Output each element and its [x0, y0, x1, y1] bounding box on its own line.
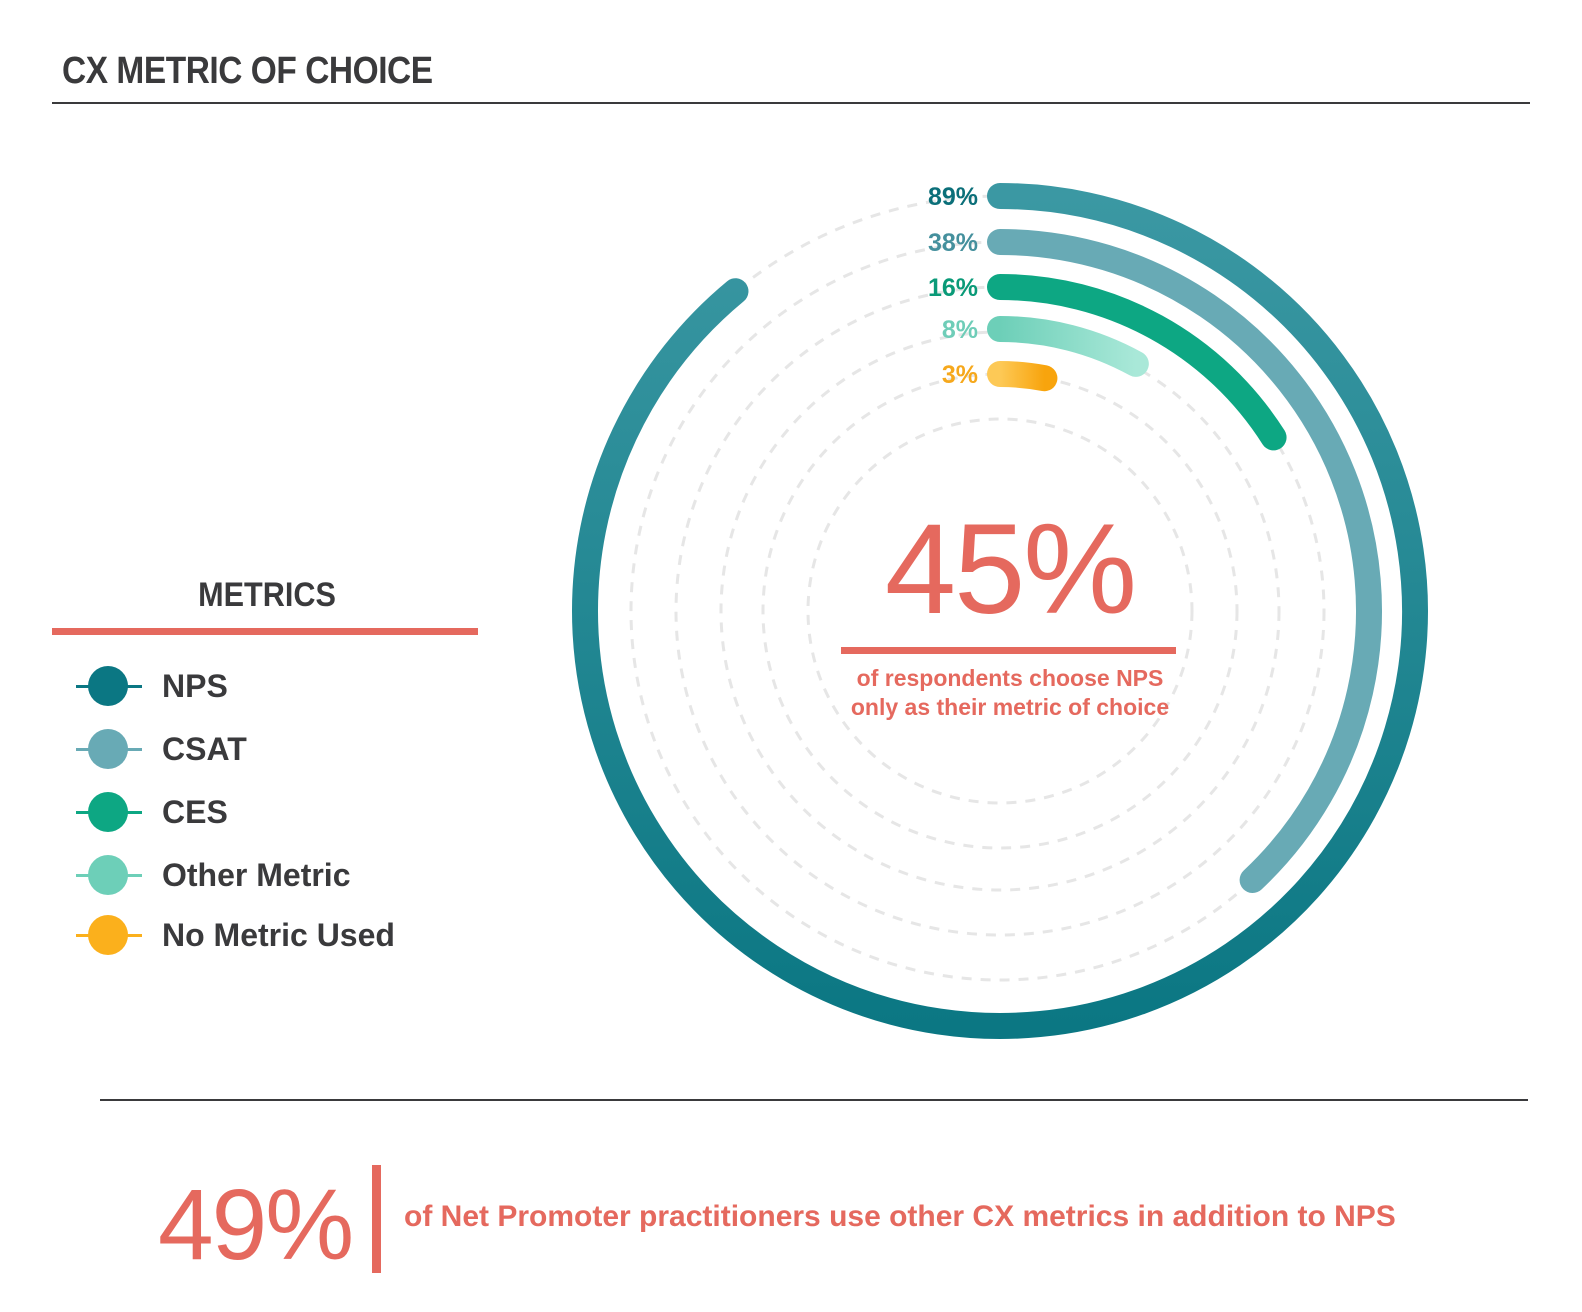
legend-marker [88, 855, 128, 895]
bottom-percentage: 49% [158, 1169, 354, 1281]
chart-arcs [572, 183, 1428, 1039]
title-divider [52, 102, 1530, 104]
arc-no-metric-used [987, 361, 1058, 392]
bottom-divider [100, 1099, 1528, 1101]
legend-divider [52, 628, 478, 635]
center-divider [841, 647, 1176, 654]
legend-item-nps: NPS [76, 666, 496, 706]
legend-item-ces: CES [76, 792, 496, 832]
legend-label: No Metric Used [162, 917, 395, 953]
arc-nps [572, 183, 1428, 1039]
value-label-csat: 38% [928, 229, 978, 257]
chart-labels: 89% 38% 16% 8% 3% [928, 183, 978, 389]
center-caption-line-2: only as their metric of choice [850, 694, 1170, 720]
legend-marker [88, 729, 128, 769]
legend-label: CSAT [162, 731, 247, 767]
arc-other-metric [987, 316, 1149, 377]
legend-marker [88, 915, 128, 955]
arc-ces [987, 274, 1287, 451]
track-ring [806, 417, 1194, 805]
legend-label: Other Metric [162, 857, 351, 893]
bottom-caption: of Net Promoter practitioners use other … [404, 1200, 1396, 1233]
value-label-other-metric: 8% [942, 316, 978, 344]
value-label-ces: 16% [928, 274, 978, 302]
legend-title: METRICS [198, 576, 336, 614]
center-caption: of respondents choose NPS only as their … [820, 664, 1200, 722]
value-label-nps: 89% [928, 183, 978, 211]
track-ring [761, 372, 1239, 850]
bottom-accent-bar [372, 1165, 381, 1273]
legend-marker [88, 792, 128, 832]
center-caption-line-1: of respondents choose NPS [856, 665, 1164, 691]
value-label-no-metric-used: 3% [942, 361, 978, 389]
legend-marker [88, 666, 128, 706]
center-percentage: 45% [884, 498, 1137, 641]
legend-label: CES [162, 794, 228, 830]
legend-label: NPS [162, 668, 228, 704]
arc-csat [987, 229, 1382, 893]
legend-item-no-metric-used: No Metric Used [76, 915, 496, 955]
legend-item-other-metric: Other Metric [76, 855, 496, 895]
legend-item-csat: CSAT [76, 729, 496, 769]
page-title: CX METRIC OF CHOICE [62, 50, 433, 92]
